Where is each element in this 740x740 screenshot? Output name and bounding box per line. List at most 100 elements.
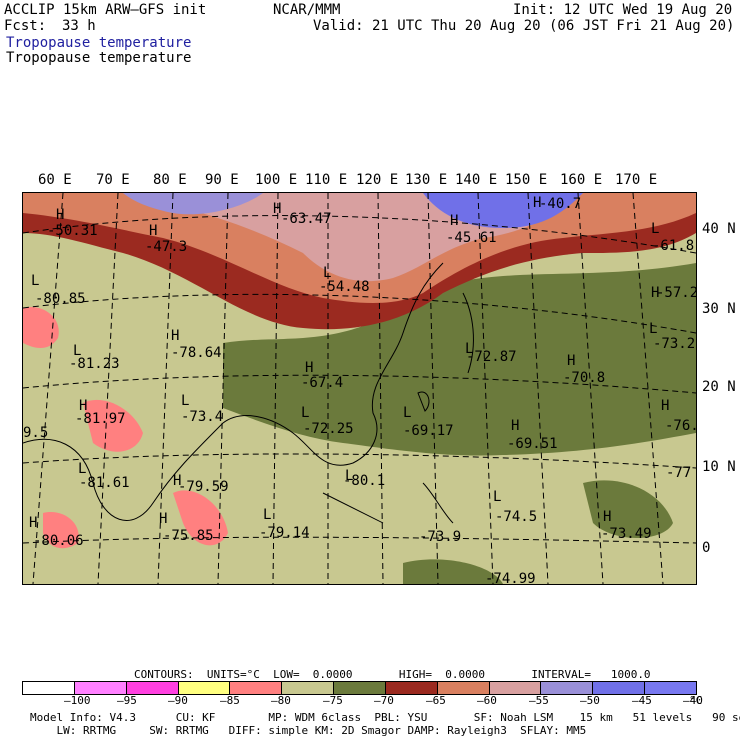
pressure-center-L: L: [263, 507, 272, 523]
valid-label: Valid: 21 UTC Thu 20 Aug 20 (06 JST Fri …: [313, 18, 735, 34]
map-canvas: [23, 193, 696, 584]
pressure-center-H: H: [511, 418, 520, 434]
pressure-center-H: H: [149, 223, 158, 239]
colorbar-label: –65: [426, 694, 446, 707]
pressure-center-L: H: [29, 515, 38, 531]
coastlines: [23, 262, 474, 524]
field-title-2: Tropopause temperature: [6, 50, 192, 66]
lon-label: 120 E: [356, 172, 399, 188]
lat-label: 40 N: [702, 221, 736, 237]
colorbar-swatch: [334, 682, 386, 694]
colorbar-label: –40: [683, 694, 703, 707]
lon-label: 90 E: [205, 172, 239, 188]
value-label: -75.85: [163, 528, 214, 544]
lon-label: 170 E: [615, 172, 658, 188]
pressure-center-L: H: [171, 328, 180, 344]
pressure-center-L: L: [649, 321, 658, 337]
colorbar: [22, 681, 697, 695]
field-title-1: Tropopause temperature: [6, 35, 192, 51]
colorbar-swatch: [437, 682, 490, 694]
colorbar-swatch: [23, 682, 75, 694]
value-label: -72.87: [466, 349, 517, 365]
pressure-center-H: H: [651, 285, 660, 301]
value-label: -74.99: [485, 571, 536, 585]
value-label: -80.1: [343, 473, 386, 489]
pressure-center-H: H: [450, 213, 459, 229]
value-label: -81.97: [75, 411, 126, 427]
value-label: -77: [666, 465, 692, 481]
pressure-center-L: L: [73, 343, 82, 359]
pressure-center-H: L: [403, 405, 412, 421]
colorbar-label: –90: [168, 694, 188, 707]
colorbar-swatch: [74, 682, 127, 694]
value-label: 9.5: [23, 425, 49, 441]
value-label: -69.17: [403, 423, 454, 439]
value-label: -76.1: [665, 418, 696, 434]
pressure-center-L: L: [345, 468, 354, 484]
lat-label: 0: [702, 540, 711, 556]
pressure-center-H: H: [603, 509, 612, 525]
pressure-center-H: L: [465, 341, 474, 357]
lon-label: 140 E: [455, 172, 498, 188]
lon-label: 100 E: [255, 172, 298, 188]
colorbar-label: –70: [374, 694, 394, 707]
value-label: -78.64: [171, 345, 222, 361]
band-minus50-minus45: [423, 193, 583, 228]
pressure-center-H: L: [78, 461, 87, 477]
model-title: ACCLIP 15km ARW–GFS init: [4, 2, 207, 18]
colorbar-label: –100: [64, 694, 91, 707]
contours-info: CONTOURS: UNITS=°C LOW= 0.0000 HIGH= 0.0…: [134, 668, 651, 681]
pressure-center-L: L: [181, 393, 190, 409]
band-minus85-minus80: [23, 307, 59, 348]
pressure-center-H: H: [567, 353, 576, 369]
pressure-center-H: L: [493, 489, 502, 505]
value-label: -79.14: [259, 525, 310, 541]
lon-label: 150 E: [505, 172, 548, 188]
value-label: -40.7: [539, 196, 582, 212]
fcst-value: 33 h: [62, 18, 96, 34]
lon-label: 130 E: [405, 172, 448, 188]
value-label: -73.49: [601, 526, 652, 542]
lon-label: 60 E: [38, 172, 72, 188]
model-info-line1: Model Info: V4.3 CU: KF MP: WDM 6class P…: [30, 711, 740, 724]
colorbar-label: –55: [529, 694, 549, 707]
colorbar-label: –80: [271, 694, 291, 707]
value-label: -80.85: [35, 291, 86, 307]
tropopause-temperature-map: H -50.31 H -47.3 H -63.47 H -45.61 H -40…: [22, 192, 697, 585]
value-label: -73.9: [419, 529, 462, 545]
colorbar-label: –45: [632, 694, 652, 707]
lon-label: 70 E: [96, 172, 130, 188]
pressure-center-H: L: [651, 221, 660, 237]
lon-label: 160 E: [560, 172, 603, 188]
colorbar-swatch: [282, 682, 335, 694]
value-label: -74.5: [495, 509, 538, 525]
pressure-center-L: L: [323, 265, 332, 281]
value-label: -73.4: [181, 409, 224, 425]
pressure-center-H: H: [305, 360, 314, 376]
value-label: -45.61: [446, 230, 497, 246]
lon-label: 80 E: [153, 172, 187, 188]
value-label: -63.47: [281, 211, 332, 227]
init-label: Init: 12 UTC Wed 19 Aug 20: [513, 2, 733, 18]
colorbar-swatch: [230, 682, 283, 694]
model-info-line2: LW: RRTMG SW: RRTMG DIFF: simple KM: 2D …: [30, 724, 587, 737]
colorbar-swatch: [178, 682, 231, 694]
value-label: -61.8: [652, 238, 695, 254]
colorbar-swatch: [489, 682, 542, 694]
lat-label: 10 N: [702, 459, 736, 475]
colorbar-swatch: [593, 682, 646, 694]
pressure-center-H: H: [159, 511, 168, 527]
pressure-center-H: H: [273, 201, 282, 217]
colorbar-label: –50: [580, 694, 600, 707]
value-label: -72.25: [303, 421, 354, 437]
colorbar-label: –95: [117, 694, 137, 707]
colorbar-label: –60: [477, 694, 497, 707]
pressure-center-H: H: [56, 207, 65, 223]
colorbar-unit: °C: [689, 694, 703, 707]
colorbar-label: –85: [220, 694, 240, 707]
value-label: -80.06: [33, 533, 84, 549]
center-label: NCAR/MMM: [273, 2, 341, 18]
pressure-center-L: H: [661, 398, 670, 414]
pressure-center-H: H: [533, 195, 542, 211]
value-label: -57.2: [656, 285, 697, 301]
